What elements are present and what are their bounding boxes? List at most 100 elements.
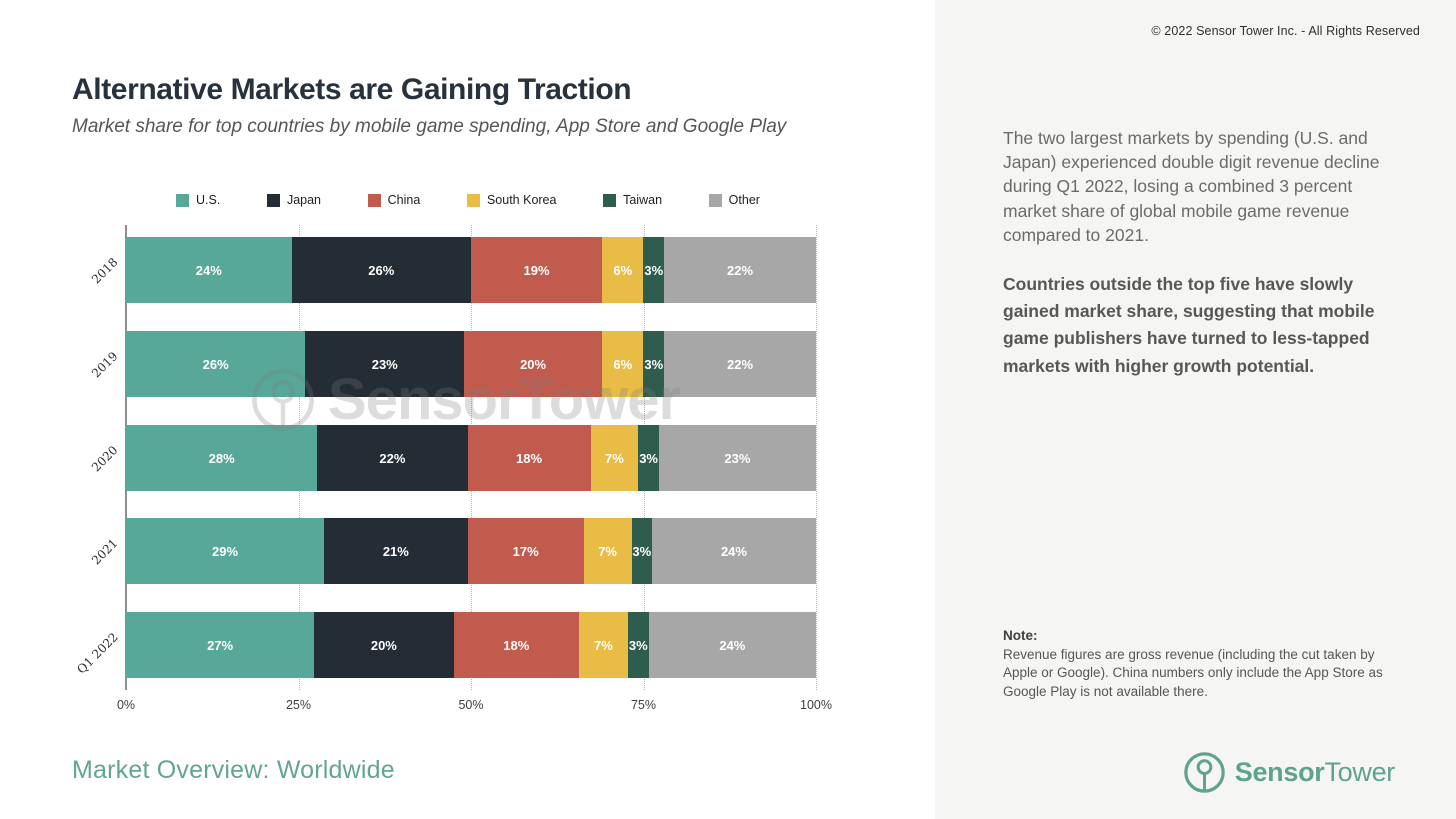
segment-value: 19% [523,262,550,278]
page-subtitle: Market share for top countries by mobile… [72,116,787,137]
bar-segment-taiwan: 3% [643,237,665,303]
segment-value: 22% [379,450,406,466]
category-label: 2018 [89,255,121,287]
segment-value: 17% [512,543,539,559]
gridline-100 [816,225,817,690]
segment-value: 7% [605,450,624,466]
sensor-tower-logo-text: SensorTower [1234,757,1396,788]
legend-swatch [603,193,617,207]
segment-value: 24% [195,262,222,278]
bar-segment-japan: 23% [305,331,465,397]
note-text: Revenue figures are gross revenue (inclu… [1003,647,1383,699]
bar-segment-taiwan: 3% [631,518,652,584]
bar-segment-south-korea: 7% [583,518,632,584]
bar-segment-china: 20% [464,331,603,397]
legend-item: Taiwan [603,193,662,207]
footer-market-overview: Market Overview: Worldwide [72,756,395,784]
legend-item: Other [708,193,760,207]
bar-row-2020: 2020 28% 22% 18% 7% 3% 23% [89,425,816,491]
bar-segment-china: 18% [453,612,580,678]
segment-value: 3% [628,637,648,653]
note-block: Note: Revenue figures are gross revenue … [1003,628,1393,701]
x-tick-label: 0% [116,698,136,712]
legend-swatch [176,193,189,207]
segment-value: 23% [724,450,751,466]
legend-label: Other [728,193,760,207]
bar-segment-taiwan: 3% [627,612,649,678]
bar-row-q1-2022: Q1 2022 27% 20% 18% 7% 3% 24% [74,612,816,678]
segment-value: 27% [207,637,234,653]
bar-segment-other: 22% [664,237,816,303]
segment-value: 26% [202,356,229,372]
x-tick-label: 25% [285,698,312,712]
bar-row-2019: 2019 26% 23% 20% 6% 3% 22% [89,331,816,397]
bar-segment-other: 22% [664,331,816,397]
legend-item: Japan [266,193,321,207]
legend-item: South Korea [466,193,557,207]
segment-value: 18% [503,637,530,653]
segment-value: 26% [368,262,395,278]
segment-value: 28% [208,450,235,466]
bar-segment-taiwan: 3% [638,425,659,491]
segment-value: 3% [644,356,664,372]
bar-segment-taiwan: 3% [643,331,665,397]
chart-legend: U.S. Japan China South Korea Taiwan Other [176,192,760,208]
segment-value: 23% [371,356,398,372]
legend-swatch [367,193,381,207]
x-tick-label: 75% [630,698,657,712]
bar-segment-u-s: 28% [126,425,318,491]
segment-value: 21% [382,543,409,559]
bar-segment-u-s: 27% [126,612,315,678]
segment-value: 7% [598,543,617,559]
bar-segment-other: 24% [651,518,816,584]
note-label: Note: [1003,628,1038,643]
sensor-tower-logo-icon [1183,752,1225,793]
bar-segment-south-korea: 6% [602,237,644,303]
bar-segment-u-s: 26% [126,331,306,397]
bar-segment-japan: 22% [317,425,468,491]
segment-value: 20% [520,356,547,372]
segment-value: 22% [727,356,754,372]
category-label: 2019 [89,349,121,381]
segment-value: 3% [639,450,658,466]
segment-value: 3% [644,262,664,278]
right-panel: © 2022 Sensor Tower Inc. - All Rights Re… [935,0,1456,819]
logo-word-sensor: Sensor [1234,757,1325,787]
category-label: 2020 [89,443,121,475]
bar-row-2021: 2021 29% 21% 17% 7% 3% 24% [89,518,816,584]
bar-segment-japan: 20% [314,612,454,678]
legend-label: South Korea [486,193,557,207]
category-label: Q1 2022 [74,630,121,677]
legend-swatch [266,193,280,207]
x-axis: 0% 25% 50% 75% 100% [117,698,832,714]
bar-row-2018: 2018 24% 26% 19% 6% 3% 22% [89,237,816,303]
page-title: Alternative Markets are Gaining Traction [72,73,632,106]
bar-segment-china: 18% [467,425,591,491]
plot-area: 2018 24% 26% 19% 6% 3% 22% 2019 26% 23% 20% 6% 3% 22%… [74,225,817,690]
logo-word-tower: Tower [1324,757,1395,787]
bar-segment-other: 23% [658,425,816,491]
bar-segment-japan: 21% [324,518,468,584]
insight-paragraph-2: Countries outside the top five have slow… [1003,274,1375,376]
bar-segment-south-korea: 7% [579,612,628,678]
segment-value: 24% [720,543,747,559]
bar-segment-japan: 26% [291,237,471,303]
x-tick-label: 100% [800,698,832,712]
category-label: 2021 [89,536,121,568]
legend-label: U.S. [196,193,221,207]
bar-segment-china: 17% [467,518,584,584]
legend-label: Taiwan [623,193,663,207]
segment-value: 22% [727,262,754,278]
segment-value: 20% [370,637,397,653]
segment-value: 6% [613,356,633,372]
segment-value: 18% [516,450,543,466]
bar-segment-china: 19% [470,237,603,303]
insight-paragraph-1: The two largest markets by spending (U.S… [1003,128,1380,245]
segment-value: 7% [594,637,613,653]
legend-item: China [367,193,420,207]
segment-value: 3% [632,543,652,559]
segment-value: 6% [613,262,633,278]
bar-segment-south-korea: 7% [590,425,639,491]
x-tick-label: 50% [458,698,484,712]
